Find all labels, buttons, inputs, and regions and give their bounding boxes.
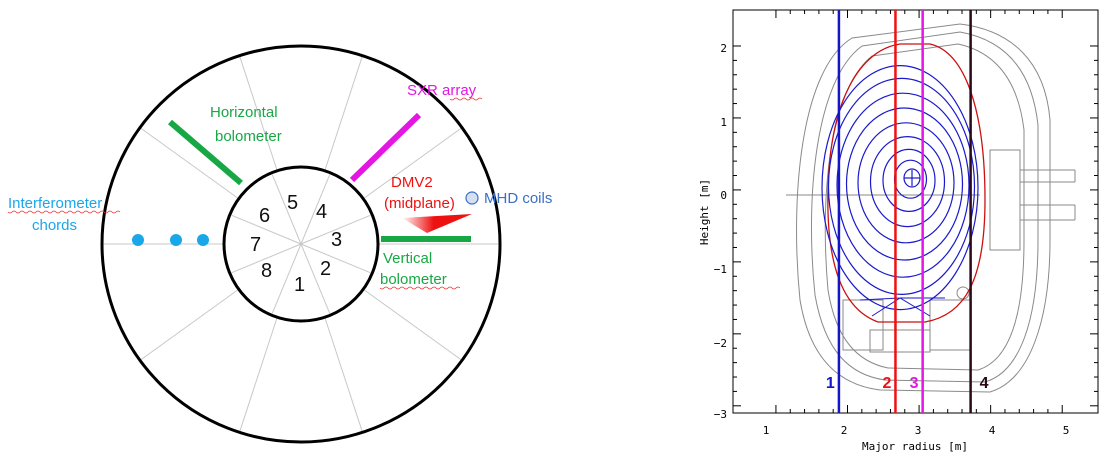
inner-spoke-line bbox=[231, 243, 302, 274]
y-tick-label-1: 1 bbox=[720, 116, 727, 129]
interferometer-underline-squiggle bbox=[7, 210, 121, 214]
dmv2-label-line1: DMV2 bbox=[391, 174, 433, 191]
sector-divider-line bbox=[324, 55, 363, 171]
flux-surfaces bbox=[821, 65, 979, 311]
outer-vessel-ellipse bbox=[100, 44, 502, 444]
x-tick-label-2: 2 bbox=[841, 424, 848, 437]
sector-number-8: 8 bbox=[261, 260, 272, 282]
interferometer-label-line2: chords bbox=[32, 217, 77, 234]
inner-spoke-line bbox=[300, 214, 371, 245]
y-tick-label-0: 0 bbox=[720, 189, 727, 202]
x-tick-label-3: 3 bbox=[915, 424, 922, 437]
chord-label-2: 2 bbox=[882, 375, 891, 392]
sector-numbers: 1 2 3 4 5 6 7 8 bbox=[250, 192, 342, 296]
x-tick-label-1: 1 bbox=[763, 424, 770, 437]
flux-surface bbox=[857, 122, 955, 244]
vessel-structure bbox=[786, 23, 1076, 393]
y-tick-label-minus1: −1 bbox=[714, 263, 727, 276]
inner-sector-spokes bbox=[231, 174, 371, 314]
sector-divider-line bbox=[239, 317, 278, 433]
dmv2-injection-wedge bbox=[402, 214, 472, 233]
y-tick-label-minus2: −2 bbox=[714, 337, 727, 350]
vertical-bolometer-label-line1: Vertical bbox=[383, 250, 432, 267]
interferometer-chord-dot-1 bbox=[132, 234, 144, 246]
sector-number-4: 4 bbox=[316, 201, 327, 223]
inner-spoke-line bbox=[231, 214, 302, 245]
bolometer-underline-squiggle bbox=[379, 286, 461, 290]
sector-divider-line bbox=[139, 288, 239, 361]
sector-number-2: 2 bbox=[320, 258, 331, 280]
chord-lines: 1 2 3 4 bbox=[826, 10, 989, 413]
sector-number-5: 5 bbox=[287, 192, 298, 214]
mhd-coils-label: MHD coils bbox=[484, 190, 552, 207]
chord-label-4: 4 bbox=[980, 375, 989, 392]
sector-number-6: 6 bbox=[259, 205, 270, 227]
y-axis-ticks bbox=[733, 45, 1098, 407]
inner-spoke-line bbox=[271, 174, 302, 245]
equilibrium-plot: 1 2 3 4 5 2 1 0 −1 −2 −3 Major radius [m… bbox=[698, 9, 1099, 453]
x-axis-ticks bbox=[775, 10, 1063, 413]
sector-number-7: 7 bbox=[250, 234, 261, 256]
mhd-coil-icon bbox=[465, 191, 479, 205]
flux-surface bbox=[845, 107, 964, 261]
inner-spoke-line bbox=[300, 243, 371, 274]
dmv2-label-line2: (midplane) bbox=[384, 195, 455, 212]
sector-divider-line bbox=[139, 127, 239, 200]
horizontal-bolometer-bar bbox=[168, 119, 243, 186]
sector-number-3: 3 bbox=[331, 229, 342, 251]
cross-section-diagram: 1 2 3 4 5 6 7 8 Horizontal bolometer SXR… bbox=[7, 44, 552, 444]
sector-divider-line bbox=[363, 288, 463, 361]
sector-divider-line bbox=[239, 55, 278, 171]
sector-number-1: 1 bbox=[294, 274, 305, 296]
sector-divider-line bbox=[363, 127, 463, 200]
flux-surface bbox=[869, 136, 946, 228]
flux-surface bbox=[827, 77, 976, 295]
y-tick-label-minus3: −3 bbox=[714, 408, 727, 421]
interferometer-chord-dot-2 bbox=[170, 234, 182, 246]
x-axis-label: Major radius [m] bbox=[862, 440, 968, 453]
sector-divider-line bbox=[324, 317, 363, 433]
interferometer-chord-dot-3 bbox=[197, 234, 209, 246]
x-tick-label-4: 4 bbox=[989, 424, 996, 437]
inner-spoke-line bbox=[300, 243, 331, 314]
horizontal-bolometer-label-line2: bolometer bbox=[215, 128, 282, 145]
y-axis-label: Height [m] bbox=[698, 179, 711, 245]
flux-surface bbox=[882, 148, 936, 212]
chord-label-1: 1 bbox=[826, 375, 835, 392]
plot-frame bbox=[732, 9, 1099, 414]
flux-surface bbox=[821, 65, 979, 311]
separatrix bbox=[827, 43, 986, 323]
inner-spoke-line bbox=[300, 174, 331, 245]
horizontal-bolometer-label-line1: Horizontal bbox=[210, 104, 278, 121]
inner-spoke-line bbox=[271, 243, 302, 314]
sxr-array-bar bbox=[349, 112, 422, 183]
sector-divider-lines bbox=[102, 55, 500, 433]
chord-label-3: 3 bbox=[910, 375, 919, 392]
x-point-legs bbox=[859, 297, 945, 317]
x-tick-label-5: 5 bbox=[1063, 424, 1070, 437]
sxr-underline-squiggle bbox=[449, 97, 483, 101]
sxr-array-label: SXR array bbox=[407, 82, 477, 99]
flux-surface bbox=[836, 92, 970, 278]
interferometer-label-line1: Interferometer bbox=[8, 195, 102, 212]
vertical-bolometer-label-line2: bolometer bbox=[380, 271, 447, 288]
y-tick-label-2: 2 bbox=[720, 42, 727, 55]
